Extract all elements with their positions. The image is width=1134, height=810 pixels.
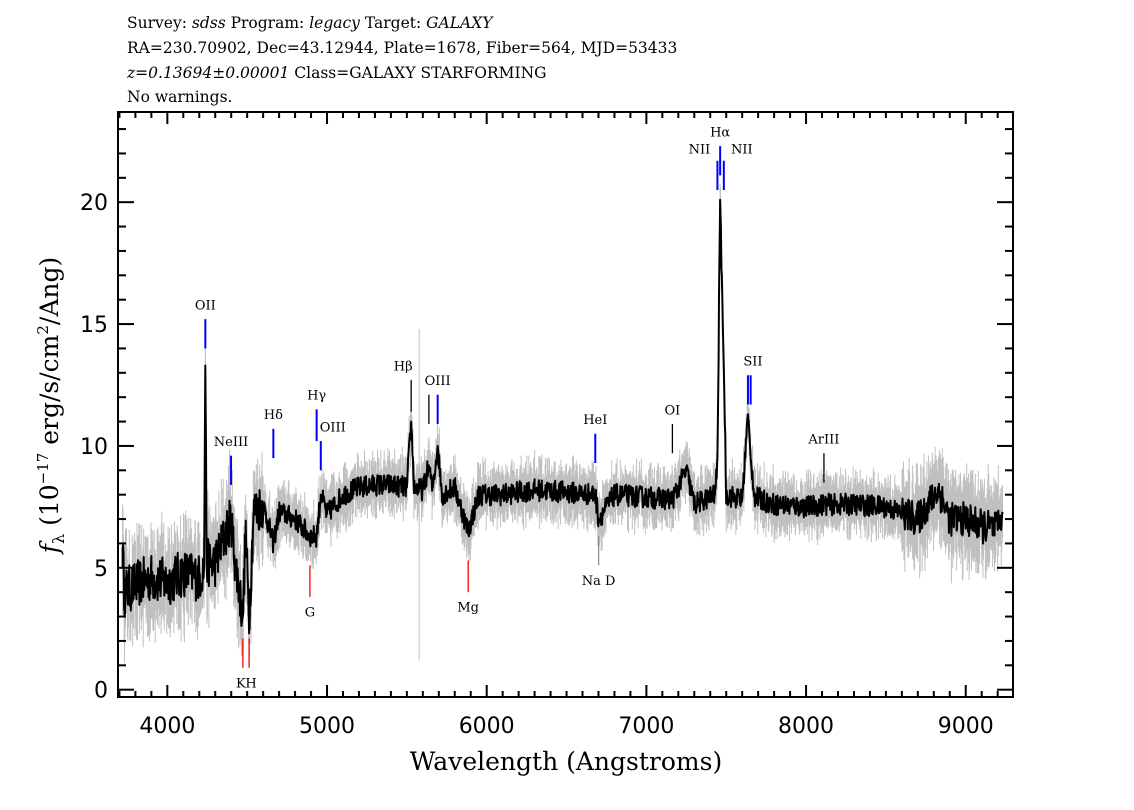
flux-series <box>121 198 1004 635</box>
survey-label: Survey: <box>127 14 187 32</box>
line-label: NII <box>731 142 753 157</box>
line-label: Mg <box>457 601 479 616</box>
line-label: K <box>236 676 246 691</box>
axes: 4000 5000 6000 7000 8000 9000 0 5 10 15 20 <box>80 111 1014 739</box>
x-tick-label: 9000 <box>938 714 994 739</box>
line-label: H <box>245 676 256 691</box>
program-value: legacy <box>309 14 360 32</box>
header-line-coords: RA=230.70902, Dec=43.12944, Plate=1678, … <box>127 39 678 57</box>
line-annotations: OIINeIIIHδHγOIIIHβOIIIHeIOINIIHαNIISIIAr… <box>195 125 840 691</box>
x-tick-label: 4000 <box>139 714 195 739</box>
x-axis-label: Wavelength (Angstroms) <box>410 747 722 776</box>
y-label-units-mid: erg/s/cm <box>35 334 64 452</box>
line-label: NII <box>689 142 711 157</box>
program-label: Program: <box>230 14 305 32</box>
line-label: Hδ <box>264 408 283 423</box>
header-line-warnings: No warnings. <box>127 88 233 106</box>
error-band <box>122 184 1003 664</box>
y-label-units-post: /Ang) <box>35 257 64 325</box>
x-tick-label: 7000 <box>618 714 674 739</box>
plot-frame <box>117 111 1014 698</box>
target-value: GALAXY <box>426 14 493 32</box>
y-label-base: f <box>35 540 64 555</box>
y-label-sub: λ <box>49 534 68 544</box>
y-label-units-pre: (10 <box>35 484 64 534</box>
line-label: HeI <box>583 413 607 428</box>
y-tick-label: 20 <box>80 191 108 216</box>
line-label: Na D <box>582 574 616 589</box>
y-label-exp: −17 <box>34 453 52 485</box>
redshift-value: z=0.13694±0.00001 <box>127 64 290 82</box>
line-label: ArIII <box>807 433 839 448</box>
line-label: Hγ <box>307 389 326 404</box>
y-tick-label: 0 <box>94 679 108 704</box>
line-label: Hα <box>710 125 730 140</box>
line-label: OI <box>665 403 681 418</box>
line-label: G <box>305 606 315 621</box>
line-label: OIII <box>320 420 346 435</box>
error-bars <box>122 184 1003 664</box>
line-label: Hβ <box>394 359 413 374</box>
y-label-exp2: 2 <box>34 325 52 335</box>
x-tick-label: 6000 <box>459 714 515 739</box>
x-tick-label: 8000 <box>778 714 834 739</box>
line-label: OIII <box>425 374 451 389</box>
x-tick-label: 5000 <box>299 714 355 739</box>
class-value: Class=GALAXY STARFORMING <box>294 64 547 82</box>
flux-line <box>121 198 1004 635</box>
survey-value: sdss <box>191 14 226 32</box>
header-line-survey: Survey: sdss Program: legacy Target: GAL… <box>127 14 493 32</box>
header-line-redshift: z=0.13694±0.00001 Class=GALAXY STARFORMI… <box>127 64 547 82</box>
y-tick-label: 15 <box>80 313 108 338</box>
y-axis-label: fλ (10−17 erg/s/cm2/Ang) <box>34 257 68 556</box>
line-label: SII <box>743 355 762 370</box>
target-label: Target: <box>364 14 422 32</box>
y-tick-label: 5 <box>94 557 108 582</box>
line-label: OII <box>195 298 216 313</box>
y-tick-label: 10 <box>80 435 108 460</box>
line-label: NeIII <box>214 435 248 450</box>
